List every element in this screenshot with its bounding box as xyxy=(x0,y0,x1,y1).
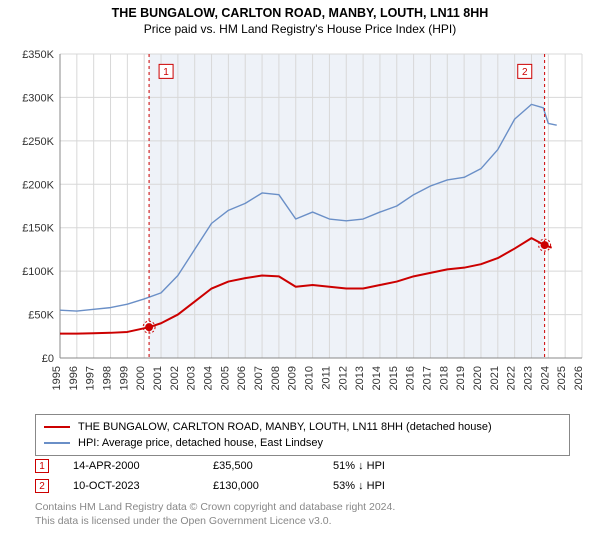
svg-text:2012: 2012 xyxy=(337,366,349,390)
marker-badge-2: 2 xyxy=(35,479,49,493)
legend-swatch-red xyxy=(44,426,70,428)
svg-text:2003: 2003 xyxy=(186,366,198,390)
svg-text:1998: 1998 xyxy=(102,366,114,390)
svg-text:2024: 2024 xyxy=(539,366,551,390)
title-sub: Price paid vs. HM Land Registry's House … xyxy=(0,22,600,36)
legend-label-property: THE BUNGALOW, CARLTON ROAD, MANBY, LOUTH… xyxy=(78,421,492,433)
svg-text:2001: 2001 xyxy=(152,366,164,390)
svg-text:2023: 2023 xyxy=(522,366,534,390)
marker-row-1: 1 14-APR-2000 £35,500 51% ↓ HPI xyxy=(35,456,575,476)
svg-text:£0: £0 xyxy=(42,353,54,365)
svg-text:£300K: £300K xyxy=(22,92,54,104)
svg-text:2008: 2008 xyxy=(270,366,282,390)
chart-titles: THE BUNGALOW, CARLTON ROAD, MANBY, LOUTH… xyxy=(0,0,600,36)
marker-price-1: £35,500 xyxy=(213,460,333,472)
marker-pct-2: 53% ↓ HPI xyxy=(333,480,473,492)
legend-label-hpi: HPI: Average price, detached house, East… xyxy=(78,437,323,449)
legend-swatch-blue xyxy=(44,442,70,444)
svg-text:2: 2 xyxy=(522,67,528,78)
svg-text:2021: 2021 xyxy=(489,366,501,390)
svg-text:2010: 2010 xyxy=(304,366,316,390)
svg-text:1997: 1997 xyxy=(85,366,97,390)
chart: £0 £50K £100K £150K £200K £250K £300K £350K 1995… xyxy=(10,46,590,406)
title-main: THE BUNGALOW, CARLTON ROAD, MANBY, LOUTH… xyxy=(0,6,600,20)
svg-text:2006: 2006 xyxy=(236,366,248,390)
svg-text:£50K: £50K xyxy=(28,310,54,322)
marker-table: 1 14-APR-2000 £35,500 51% ↓ HPI 2 10-OCT… xyxy=(35,456,575,496)
marker-row-2: 2 10-OCT-2023 £130,000 53% ↓ HPI xyxy=(35,476,575,496)
svg-text:1995: 1995 xyxy=(51,366,63,390)
svg-text:2002: 2002 xyxy=(169,366,181,390)
svg-text:1: 1 xyxy=(163,67,169,78)
svg-text:2013: 2013 xyxy=(354,366,366,390)
svg-text:2000: 2000 xyxy=(135,366,147,390)
svg-text:2020: 2020 xyxy=(472,366,484,390)
svg-text:£200K: £200K xyxy=(22,179,54,191)
marker-badge-1: 1 xyxy=(35,459,49,473)
marker-date-1: 14-APR-2000 xyxy=(73,460,213,472)
svg-text:2025: 2025 xyxy=(556,366,568,390)
license-line-2: This data is licensed under the Open Gov… xyxy=(35,514,575,528)
svg-text:2017: 2017 xyxy=(421,366,433,390)
legend-row-property: THE BUNGALOW, CARLTON ROAD, MANBY, LOUTH… xyxy=(44,419,561,435)
svg-text:£350K: £350K xyxy=(22,49,54,61)
svg-text:£100K: £100K xyxy=(22,266,54,278)
svg-text:1999: 1999 xyxy=(118,366,130,390)
marker-price-2: £130,000 xyxy=(213,480,333,492)
svg-text:2005: 2005 xyxy=(219,366,231,390)
svg-text:£250K: £250K xyxy=(22,136,54,148)
chart-svg: £0 £50K £100K £150K £200K £250K £300K £350K 1995… xyxy=(10,46,590,406)
license-line-1: Contains HM Land Registry data © Crown c… xyxy=(35,500,575,514)
svg-text:2015: 2015 xyxy=(388,366,400,390)
license-text: Contains HM Land Registry data © Crown c… xyxy=(35,500,575,528)
svg-text:2016: 2016 xyxy=(405,366,417,390)
svg-text:£150K: £150K xyxy=(22,223,54,235)
svg-text:2007: 2007 xyxy=(253,366,265,390)
svg-text:2018: 2018 xyxy=(438,366,450,390)
svg-text:2004: 2004 xyxy=(203,366,215,390)
marker-pct-1: 51% ↓ HPI xyxy=(333,460,473,472)
marker-date-2: 10-OCT-2023 xyxy=(73,480,213,492)
svg-text:2009: 2009 xyxy=(287,366,299,390)
legend-row-hpi: HPI: Average price, detached house, East… xyxy=(44,435,561,451)
svg-text:2019: 2019 xyxy=(455,366,467,390)
svg-text:2026: 2026 xyxy=(573,366,585,390)
svg-text:2022: 2022 xyxy=(506,366,518,390)
svg-text:1996: 1996 xyxy=(68,366,80,390)
svg-text:2011: 2011 xyxy=(320,366,332,390)
legend: THE BUNGALOW, CARLTON ROAD, MANBY, LOUTH… xyxy=(35,414,570,456)
svg-text:2014: 2014 xyxy=(371,366,383,390)
